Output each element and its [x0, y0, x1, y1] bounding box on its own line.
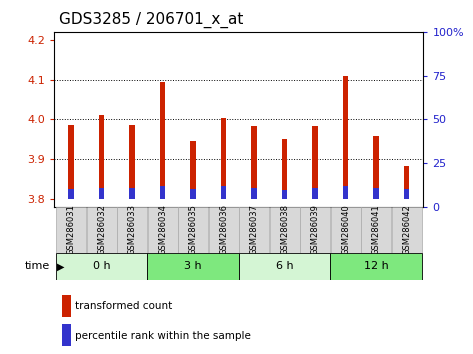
- Text: ▶: ▶: [57, 261, 64, 272]
- Bar: [117, 207, 147, 253]
- Text: GSM286039: GSM286039: [311, 204, 320, 255]
- Bar: [69, 189, 74, 199]
- Text: GDS3285 / 206701_x_at: GDS3285 / 206701_x_at: [59, 12, 244, 28]
- Bar: [373, 136, 379, 199]
- Bar: [343, 76, 348, 199]
- Text: 6 h: 6 h: [276, 261, 293, 272]
- Bar: [251, 188, 257, 199]
- Bar: [392, 207, 421, 253]
- Bar: [404, 189, 409, 199]
- Bar: [404, 166, 409, 199]
- Text: GSM286035: GSM286035: [189, 204, 198, 255]
- Bar: [251, 126, 257, 199]
- Bar: [239, 253, 330, 280]
- Text: 3 h: 3 h: [184, 261, 202, 272]
- Bar: [221, 186, 227, 199]
- Bar: [300, 207, 330, 253]
- Text: GSM286040: GSM286040: [341, 204, 350, 255]
- Text: 0 h: 0 h: [93, 261, 111, 272]
- Bar: [373, 188, 379, 199]
- Bar: [130, 125, 135, 199]
- Text: 12 h: 12 h: [364, 261, 388, 272]
- Bar: [312, 126, 318, 199]
- Bar: [330, 253, 422, 280]
- Text: GSM286032: GSM286032: [97, 204, 106, 255]
- Bar: [62, 295, 71, 317]
- Text: GSM286037: GSM286037: [250, 204, 259, 255]
- Text: GSM286042: GSM286042: [402, 204, 411, 255]
- Text: GSM286036: GSM286036: [219, 204, 228, 255]
- Bar: [87, 207, 117, 253]
- Bar: [69, 125, 74, 199]
- Bar: [239, 207, 269, 253]
- Bar: [178, 207, 208, 253]
- Bar: [99, 188, 105, 199]
- Text: time: time: [25, 261, 50, 272]
- Bar: [312, 188, 318, 199]
- Text: transformed count: transformed count: [75, 301, 172, 311]
- Bar: [361, 207, 391, 253]
- Text: GSM286041: GSM286041: [372, 204, 381, 255]
- Bar: [343, 186, 348, 199]
- Text: GSM286033: GSM286033: [128, 204, 137, 255]
- Bar: [56, 253, 148, 280]
- Bar: [130, 188, 135, 199]
- Text: GSM286038: GSM286038: [280, 204, 289, 255]
- Text: GSM286034: GSM286034: [158, 204, 167, 255]
- Bar: [99, 115, 105, 199]
- Text: GSM286031: GSM286031: [67, 204, 76, 255]
- Bar: [282, 138, 287, 199]
- Bar: [191, 189, 196, 199]
- Bar: [209, 207, 238, 253]
- Text: percentile rank within the sample: percentile rank within the sample: [75, 331, 251, 341]
- Bar: [191, 141, 196, 199]
- Bar: [62, 324, 71, 346]
- Bar: [331, 207, 360, 253]
- Bar: [282, 190, 287, 199]
- Bar: [56, 207, 86, 253]
- Bar: [148, 207, 177, 253]
- Bar: [148, 253, 239, 280]
- Bar: [160, 186, 166, 199]
- Bar: [160, 82, 166, 199]
- Bar: [270, 207, 299, 253]
- Bar: [221, 118, 227, 199]
